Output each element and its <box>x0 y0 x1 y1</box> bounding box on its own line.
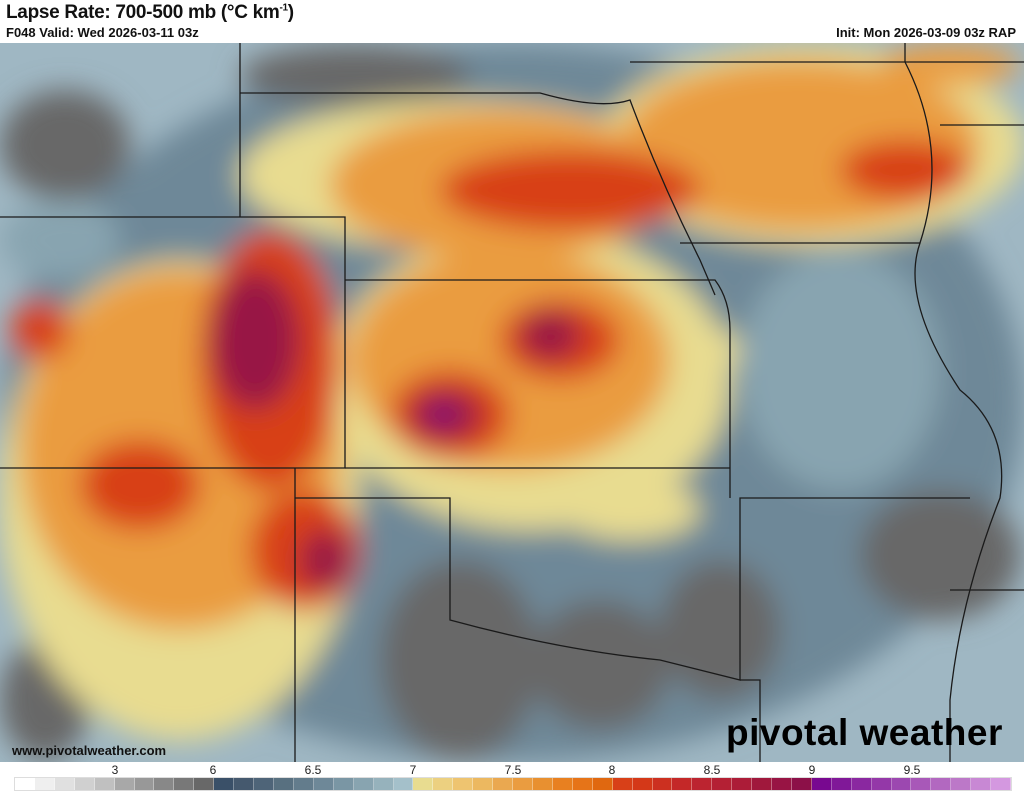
colorbar-swatch <box>991 778 1012 790</box>
colorbar-swatch <box>632 778 653 790</box>
colorbar-swatch <box>572 778 593 790</box>
field-region <box>700 330 740 370</box>
field-region <box>240 45 470 105</box>
colorbar-swatches <box>14 777 1012 791</box>
colorbar-swatch <box>513 778 533 790</box>
field-region <box>740 250 940 490</box>
colorbar-tick-label: 9 <box>808 763 816 777</box>
field-region <box>440 150 700 230</box>
colorbar-swatch <box>493 778 514 790</box>
colorbar-swatch <box>931 778 952 790</box>
colorbar-swatch <box>174 778 195 790</box>
colorbar-swatch <box>194 778 215 790</box>
colorbar-swatch <box>433 778 454 790</box>
colorbar-swatch <box>811 778 832 790</box>
state-border <box>0 216 346 469</box>
colorbar-swatch <box>154 778 175 790</box>
field-region <box>380 560 540 760</box>
state-border <box>914 242 1003 762</box>
colorbar-swatch <box>134 778 155 790</box>
colorbar-swatch <box>74 778 95 790</box>
colorbar-swatch <box>851 778 872 790</box>
colorbar-swatch <box>333 778 354 790</box>
state-border <box>680 43 933 244</box>
colorbar-tick-label: 9.5 <box>903 763 921 777</box>
colorbar-swatch <box>871 778 892 790</box>
field-region <box>0 90 130 200</box>
field-region <box>0 200 120 280</box>
colorbar-swatch <box>254 778 274 790</box>
field-region <box>560 480 700 540</box>
field-region <box>860 490 1020 620</box>
state-border <box>240 92 716 296</box>
colorbar-swatch <box>831 778 852 790</box>
field-region <box>430 405 455 423</box>
colorbar-tick-label: 7 <box>409 763 417 777</box>
colorbar-swatch <box>214 778 235 790</box>
colorbar-swatch <box>891 778 912 790</box>
lapse-rate-map[interactable] <box>0 43 1024 762</box>
field-region <box>300 530 350 590</box>
colorbar-tick-label: 8 <box>608 763 616 777</box>
colorbar-swatch <box>752 778 773 790</box>
field-region <box>210 270 300 410</box>
colorbar-swatch <box>453 778 474 790</box>
colorbar-swatch <box>692 778 713 790</box>
colorbar-swatch <box>473 778 494 790</box>
colorbar-swatch <box>273 778 294 790</box>
colorbar-swatch <box>94 778 115 790</box>
state-border <box>295 497 970 681</box>
field-region <box>530 600 670 730</box>
colorbar-swatch <box>712 778 733 790</box>
map-title: Lapse Rate: 700-500 mb (°C km-1) <box>6 2 294 23</box>
colorbar-swatch <box>15 778 35 790</box>
colorbar-tick-label: 8.5 <box>703 763 721 777</box>
colorbar-tick-label: 6 <box>209 763 217 777</box>
colorbar-swatch <box>612 778 633 790</box>
colorbar-swatch <box>393 778 414 790</box>
colorbar-swatch <box>791 778 812 790</box>
colorbar-swatch <box>353 778 374 790</box>
colorbar-tick-label: 6.5 <box>304 763 322 777</box>
map-field <box>0 43 1024 762</box>
state-border <box>345 279 731 498</box>
init-time: Init: Mon 2026-03-09 03z RAP <box>836 25 1016 40</box>
colorbar-swatch <box>911 778 932 790</box>
colorbar-tick-label: 3 <box>111 763 119 777</box>
colorbar-swatch <box>34 778 55 790</box>
colorbar-swatch <box>293 778 314 790</box>
colorbar-swatch <box>552 778 573 790</box>
field-region <box>880 45 1020 85</box>
colorbar-swatch <box>54 778 75 790</box>
field-region <box>80 440 200 530</box>
colorbar-swatch <box>592 778 613 790</box>
colorbar-swatch <box>772 778 792 790</box>
colorbar-swatch <box>732 778 753 790</box>
colorbar-swatch <box>234 778 255 790</box>
colorbar: 3 6 6.5 7 7.5 8 8.5 9 9.5 <box>0 762 1024 791</box>
colorbar-swatch <box>971 778 992 790</box>
colorbar-swatch <box>313 778 334 790</box>
field-region <box>10 300 70 360</box>
colorbar-swatch <box>114 778 135 790</box>
colorbar-swatch <box>951 778 972 790</box>
colorbar-swatch <box>373 778 394 790</box>
colorbar-swatch <box>672 778 693 790</box>
pivotal-weather-logo: pivotal weather <box>726 712 1003 753</box>
field-region <box>660 560 780 700</box>
field-region <box>840 140 970 200</box>
colorbar-swatch <box>652 778 673 790</box>
valid-time: F048 Valid: Wed 2026-03-11 03z <box>6 25 199 40</box>
colorbar-swatch <box>413 778 434 790</box>
field-region <box>520 310 580 360</box>
colorbar-tick-label: 7.5 <box>504 763 522 777</box>
state-border <box>740 679 761 762</box>
website-credit: www.pivotalweather.com <box>12 743 167 758</box>
colorbar-swatch <box>532 778 553 790</box>
